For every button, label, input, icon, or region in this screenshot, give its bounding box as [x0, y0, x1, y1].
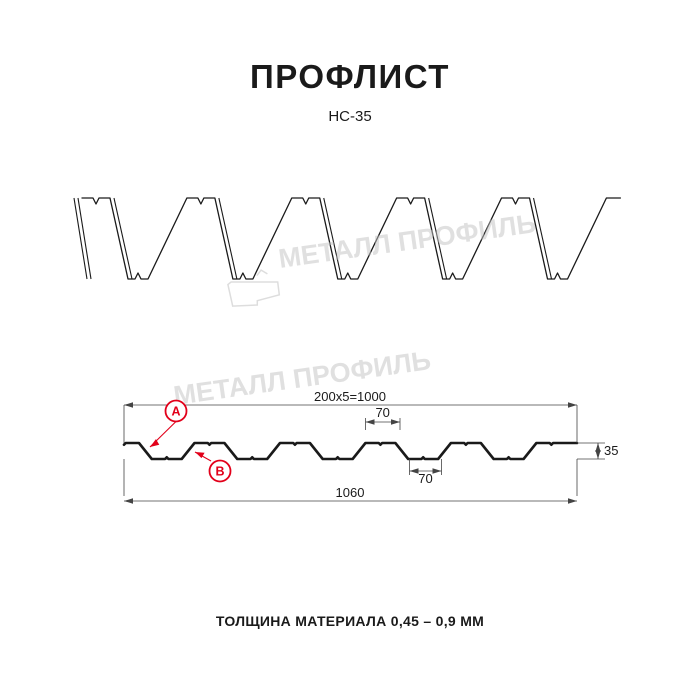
svg-text:35: 35: [604, 443, 618, 458]
svg-text:B: B: [215, 464, 224, 478]
svg-text:1060: 1060: [336, 485, 365, 500]
svg-text:МЕТАЛЛ ПРОФИЛЬ: МЕТАЛЛ ПРОФИЛЬ: [277, 208, 538, 274]
svg-text:A: A: [171, 404, 180, 418]
svg-text:70: 70: [418, 471, 432, 486]
svg-text:200х5=1000: 200х5=1000: [314, 389, 386, 404]
svg-text:МЕТАЛЛ ПРОФИЛЬ: МЕТАЛЛ ПРОФИЛЬ: [172, 345, 433, 411]
svg-text:70: 70: [375, 405, 389, 420]
